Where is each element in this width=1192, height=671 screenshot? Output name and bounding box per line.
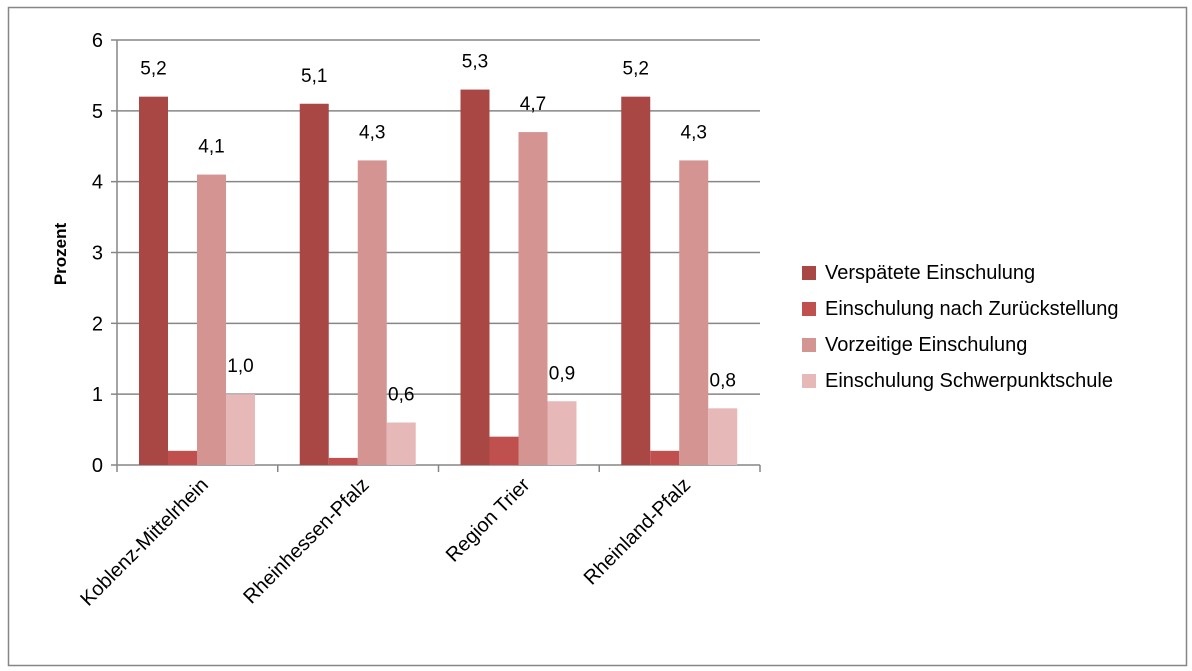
y-tick-label: 1: [92, 384, 103, 406]
data-label: 0,9: [549, 363, 575, 384]
data-label: 5,2: [140, 59, 166, 80]
bar: [679, 160, 709, 465]
data-label: 5,2: [623, 59, 649, 80]
bar: [708, 408, 738, 465]
legend-label: Einschulung Schwerpunktschule: [825, 369, 1113, 392]
bar: [460, 89, 490, 465]
y-tick-label: 4: [92, 172, 103, 194]
data-label: 4,3: [681, 122, 707, 143]
legend-swatch: [802, 302, 816, 316]
legend-item: Einschulung nach Zurückstellung: [802, 291, 1187, 327]
bar: [621, 96, 651, 466]
data-label: 4,3: [359, 122, 385, 143]
bar: [518, 132, 548, 466]
bar: [650, 450, 680, 465]
bar: [489, 436, 519, 465]
chart-border: [7, 6, 1188, 667]
x-tick-label: Rheinland-Pfalz: [580, 474, 695, 589]
data-label: 5,3: [462, 52, 488, 73]
bar: [168, 450, 197, 465]
legend-swatch: [802, 338, 816, 352]
legend-swatch: [802, 374, 816, 388]
x-tick-label: Rheinhessen-Pfalz: [239, 474, 373, 608]
bar: [328, 457, 358, 465]
legend-item: Einschulung Schwerpunktschule: [802, 363, 1187, 399]
legend-label: Verspätete Einschulung: [825, 261, 1036, 284]
y-tick-label: 3: [92, 243, 103, 265]
bar: [299, 103, 329, 465]
data-label: 0,6: [388, 385, 414, 406]
data-label: 1,0: [227, 356, 253, 377]
y-tick-label: 0: [92, 455, 103, 477]
legend-item: Verspätete Einschulung: [802, 255, 1187, 291]
bar: [357, 160, 387, 465]
legend-item: Vorzeitige Einschulung: [802, 327, 1187, 363]
legend-label: Vorzeitige Einschulung: [825, 333, 1028, 356]
bar: [197, 174, 226, 466]
y-axis-title: Prozent: [51, 222, 70, 285]
y-tick-label: 6: [92, 30, 103, 52]
bar: [386, 422, 416, 465]
y-tick-label: 5: [92, 101, 103, 123]
legend-label: Einschulung nach Zurückstellung: [825, 297, 1119, 320]
data-label: 0,8: [710, 370, 736, 391]
legend-swatch: [802, 266, 816, 280]
y-tick-label: 2: [92, 313, 103, 335]
bar: [139, 96, 168, 466]
data-label: 4,1: [198, 137, 224, 158]
bar: [547, 401, 577, 465]
bar: [226, 394, 255, 465]
data-label: 5,1: [301, 66, 327, 87]
legend: Verspätete Einschulung Einschulung nach Z…: [802, 255, 1187, 399]
data-label: 4,7: [520, 94, 546, 115]
x-tick-label: Region Trier: [442, 474, 535, 567]
x-tick-label: Koblenz-Mittelrhein: [76, 474, 213, 611]
